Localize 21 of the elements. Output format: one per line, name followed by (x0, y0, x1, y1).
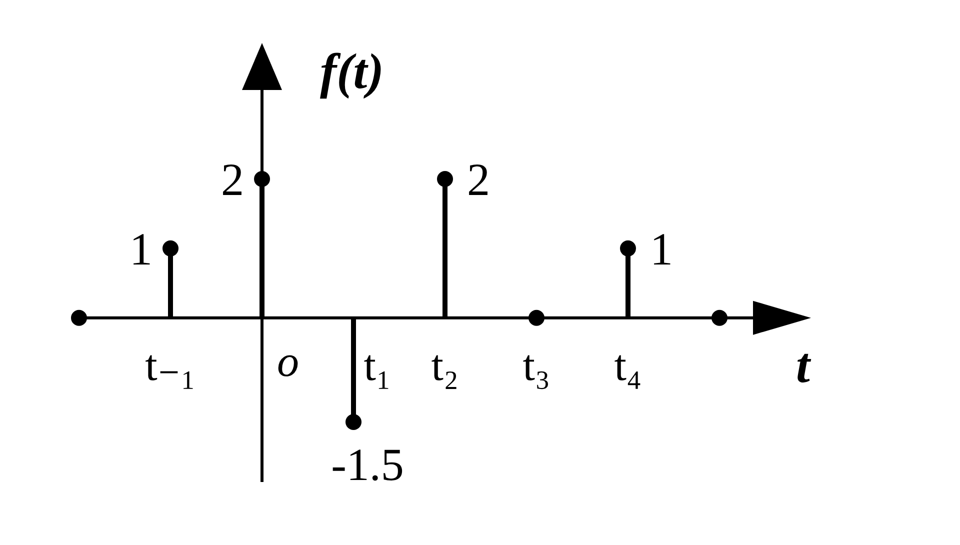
point (437, 171, 453, 187)
x-tick-label: t₁ (364, 340, 392, 390)
x-tick-label: t₋₁ (145, 340, 196, 390)
x-axis-title: t (796, 336, 812, 393)
x-tick-label: t₂ (431, 340, 459, 390)
x-tick-label: t₃ (522, 340, 550, 390)
data-label: 1 (130, 224, 152, 275)
data-label: -1.5 (331, 439, 404, 490)
data-label: 2 (221, 154, 244, 206)
point (346, 414, 362, 430)
data-label: 1 (650, 224, 673, 275)
point (620, 240, 636, 256)
point (162, 240, 178, 256)
data-label: 2 (467, 154, 490, 206)
point (71, 310, 87, 326)
x-tick-label: t₄ (614, 340, 642, 390)
y-axis-title: f(t) (320, 43, 384, 99)
point (712, 310, 728, 326)
point (528, 310, 544, 326)
point (254, 171, 270, 187)
x-tick-label: o (277, 336, 299, 386)
